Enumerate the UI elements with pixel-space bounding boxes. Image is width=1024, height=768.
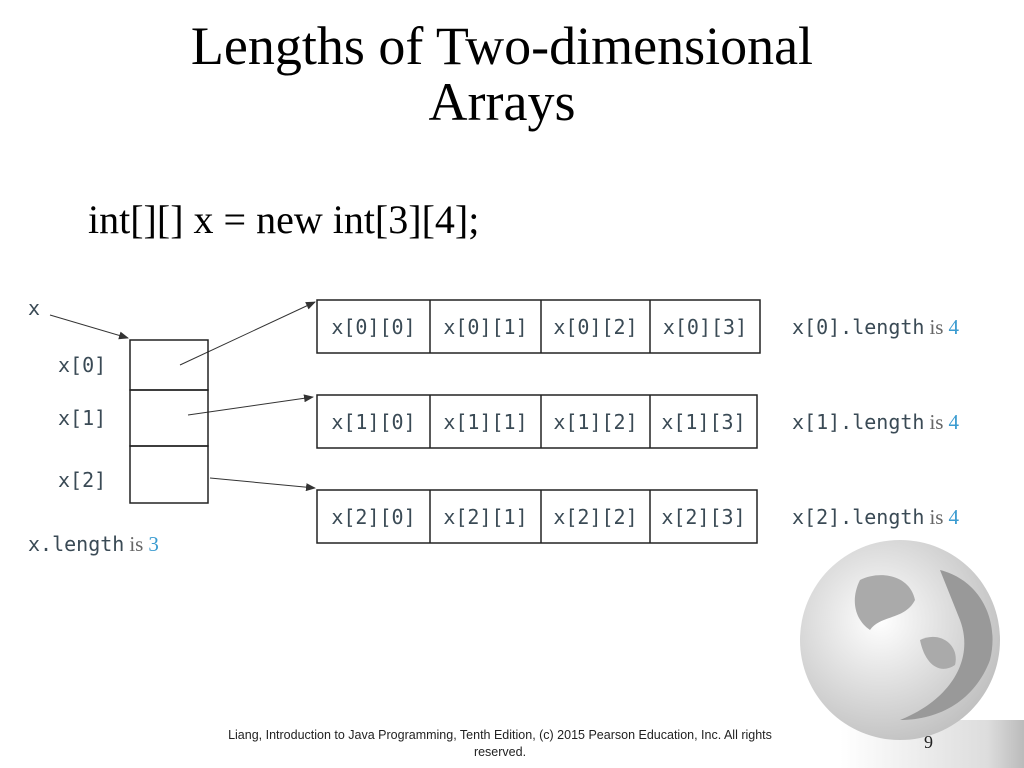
row-ref-label: x[0]: [58, 353, 106, 377]
cell-label: x[2][1]: [443, 505, 527, 529]
arrow: [179, 301, 316, 366]
variable-label: x: [28, 296, 40, 320]
arrow: [49, 314, 129, 340]
length-expr: x[0].length: [792, 315, 924, 339]
length-is: is: [929, 410, 943, 434]
cell-label: x[1][0]: [331, 410, 415, 434]
cell-label: x[0][3]: [663, 315, 747, 339]
slide-title: Lengths of Two-dimensional Arrays: [190, 16, 814, 132]
length-expr: x[1].length: [792, 410, 924, 434]
globe-land: [920, 636, 956, 669]
length-value: 4: [948, 410, 959, 434]
arrow: [187, 394, 314, 416]
page-number: 9: [924, 732, 933, 752]
row-ref-label: x[1]: [58, 406, 106, 430]
row-box: [316, 299, 761, 354]
cell-label: x[1][2]: [553, 410, 637, 434]
globe-land: [854, 575, 915, 630]
length-value: 3: [148, 532, 159, 556]
ref-cell: [129, 339, 209, 391]
footer: Liang, Introduction to Java Programming,…: [228, 728, 772, 759]
row-box: [316, 394, 758, 449]
cell-label: x[0][1]: [443, 315, 527, 339]
cell-label: x[2][2]: [553, 505, 637, 529]
length-is: is: [129, 532, 143, 556]
cell-label: x[1][3]: [661, 410, 745, 434]
cell-label: x[0][0]: [331, 315, 415, 339]
length-is: is: [929, 505, 943, 529]
ref-cell: [129, 389, 209, 447]
length-expr: x.length: [28, 532, 124, 556]
cell-label: x[2][3]: [661, 505, 745, 529]
cell-label: x[2][0]: [331, 505, 415, 529]
cell-label: x[0][2]: [553, 315, 637, 339]
row-ref-label: x[2]: [58, 468, 106, 492]
array-diagram: x x[0] x[1] x[2] x[0][0] x[0][1] x[0][2] x[0][3…: [28, 296, 959, 556]
length-is: is: [929, 315, 943, 339]
row-box: [316, 489, 758, 544]
length-value: 4: [948, 505, 959, 529]
code-line: int[][] x = new int[3][4];: [88, 197, 480, 242]
arrow: [209, 477, 316, 492]
ref-cell: [129, 445, 209, 504]
length-expr: x[2].length: [792, 505, 924, 529]
length-value: 4: [948, 315, 959, 339]
cell-label: x[1][1]: [443, 410, 527, 434]
globe-land: [900, 570, 993, 720]
